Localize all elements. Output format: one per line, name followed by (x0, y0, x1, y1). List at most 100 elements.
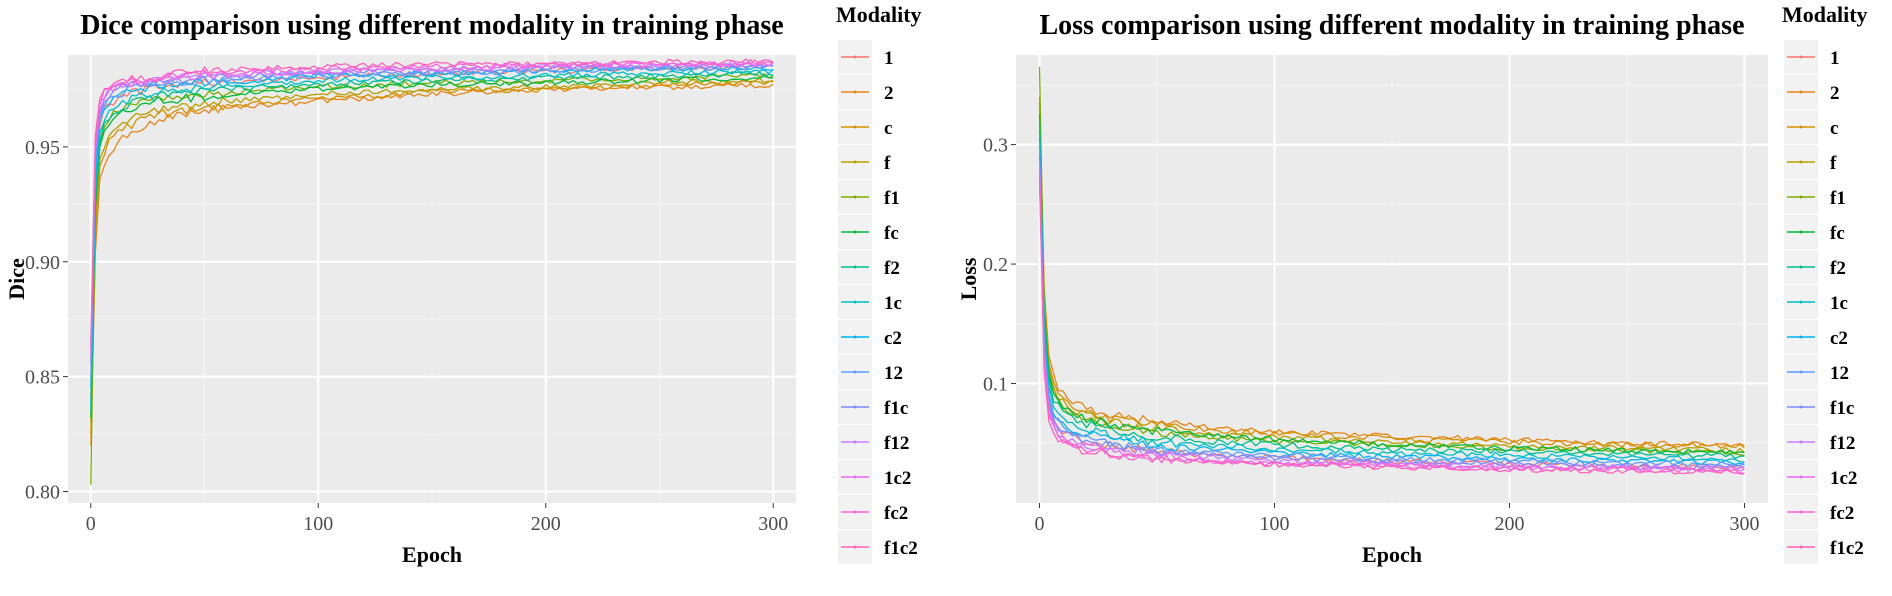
loss-legend-label-fc2: fc2 (1830, 503, 1854, 524)
loss-legend-label-2: 2 (1830, 83, 1840, 104)
dice-y-tick-label: 0.90 (25, 252, 60, 274)
loss-x-tick-label: 200 (1495, 513, 1525, 535)
loss-legend-key-dot (1799, 90, 1803, 94)
loss-legend-key-dot (1799, 440, 1803, 444)
loss-x-tick-label: 0 (1035, 513, 1045, 535)
dice-y-tick-label: 0.80 (25, 482, 60, 504)
dice-series-group (90, 58, 774, 485)
dice-legend-label-f1c2: f1c2 (884, 538, 918, 559)
loss-x-axis-title: Epoch (1362, 542, 1422, 567)
dice-series-line-fc (90, 75, 774, 419)
loss-series-line-fc2 (1038, 174, 1745, 475)
loss-legend-label-f: f (1830, 153, 1837, 174)
dice-x-axis-title: Epoch (402, 542, 462, 567)
loss-chart-title: Loss comparison using different modality… (1039, 10, 1744, 41)
loss-legend-label-c2: c2 (1830, 328, 1848, 349)
dice-series-line-2 (90, 82, 774, 446)
dice-legend-label-c2: c2 (884, 328, 902, 349)
dice-legend-key-dot (853, 300, 857, 304)
loss-series-line-f12 (1038, 162, 1745, 472)
dice-y-axis-title: Dice (4, 258, 29, 300)
dice-chart-title: Dice comparison using different modality… (80, 10, 783, 41)
loss-legend-label-1c2: 1c2 (1830, 468, 1857, 489)
loss-legend-key-dot (1799, 510, 1803, 514)
dice-legend-key-dot (853, 125, 857, 129)
loss-series-line-c (1038, 102, 1745, 449)
dice-x-tick-label: 100 (303, 513, 333, 535)
dice-legend-key-dot (853, 405, 857, 409)
dice-legend-key-dot (853, 440, 857, 444)
loss-legend-label-c: c (1830, 118, 1838, 139)
loss-legend-label-f12: f12 (1830, 433, 1855, 454)
loss-legend-key-dot (1799, 125, 1803, 129)
loss-legend-key-dot (1799, 475, 1803, 479)
dice-legend-label-f1c: f1c (884, 398, 908, 419)
loss-legend-key-dot (1799, 265, 1803, 269)
dice-legend-key-dot (853, 335, 857, 339)
dice-legend-title: Modality (836, 2, 922, 27)
loss-legend-title: Modality (1782, 2, 1868, 27)
dice-series-line-fc2 (90, 59, 774, 350)
dice-x-tick-label: 200 (531, 513, 561, 535)
loss-legend-label-12: 12 (1830, 363, 1849, 384)
dice-y-tick-label: 0.85 (25, 367, 60, 389)
dice-legend-key-dot (853, 195, 857, 199)
loss-y-tick-label: 0.2 (983, 254, 1008, 276)
dice-series-line-f1c2 (90, 58, 774, 343)
loss-legend-label-1c: 1c (1830, 293, 1848, 314)
dice-legend-label-1: 1 (884, 48, 894, 69)
loss-y-tick-label: 0.3 (983, 135, 1008, 157)
loss-series-line-1c (1038, 130, 1745, 463)
loss-legend-label-f1: f1 (1830, 188, 1846, 209)
dice-legend-label-f: f (884, 153, 891, 174)
loss-legend-key-dot (1799, 55, 1803, 59)
loss-x-tick-label: 300 (1730, 513, 1760, 535)
dice-x-tick-label: 0 (86, 513, 96, 535)
dice-legend-label-f1: f1 (884, 188, 900, 209)
loss-legend-label-1: 1 (1830, 48, 1840, 69)
loss-series-line-f1c (1038, 156, 1745, 470)
loss-legend-key-dot (1799, 370, 1803, 374)
dice-panel: 0 100 200 300 0.80 0.85 0.90 0.95 Dice compariso… (4, 2, 922, 567)
dice-series-line-1c (90, 68, 774, 405)
dice-legend-key-dot (853, 370, 857, 374)
loss-y-tick-label: 0.1 (983, 374, 1008, 396)
loss-legend-key-dot (1799, 160, 1803, 164)
dice-legend-label-fc: fc (884, 223, 899, 244)
dice-x-tick-label: 300 (758, 513, 788, 535)
loss-y-axis-title: Loss (956, 257, 981, 300)
dice-legend-label-2: 2 (884, 83, 894, 104)
loss-legend-key-dot (1799, 335, 1803, 339)
loss-legend-key-dot (1799, 195, 1803, 199)
loss-panel: 0 100 200 300 0.1 0.2 0.3 Loss comparison using… (956, 2, 1868, 567)
loss-legend-key-dot (1799, 300, 1803, 304)
loss-series-line-f1c2 (1038, 180, 1745, 475)
loss-x-tick-label: 100 (1260, 513, 1290, 535)
loss-legend-label-fc: fc (1830, 223, 1845, 244)
dice-legend-key-dot (853, 475, 857, 479)
loss-legend-label-f1c: f1c (1830, 398, 1854, 419)
dice-legend-label-12: 12 (884, 363, 903, 384)
loss-legend-key-dot (1799, 405, 1803, 409)
loss-legend-label-f1c2: f1c2 (1830, 538, 1864, 559)
dice-legend-label-fc2: fc2 (884, 503, 908, 524)
dice-legend-label-c: c (884, 118, 892, 139)
loss-legend-label-f2: f2 (1830, 258, 1846, 279)
dice-y-tick-label: 0.95 (25, 137, 60, 159)
dice-legend-key-dot (853, 265, 857, 269)
loss-series-line-f (1038, 108, 1745, 454)
dice-legend-label-1c: 1c (884, 293, 902, 314)
dice-legend-label-f2: f2 (884, 258, 900, 279)
dice-legend-key-dot (853, 90, 857, 94)
dice-legend-label-1c2: 1c2 (884, 468, 911, 489)
loss-legend-key-dot (1799, 545, 1803, 549)
loss-legend-key-dot (1799, 230, 1803, 234)
dice-legend-key-dot (853, 230, 857, 234)
dice-legend-key-dot (853, 545, 857, 549)
dice-legend-key-dot (853, 160, 857, 164)
dice-legend-label-f12: f12 (884, 433, 909, 454)
dice-series-line-f (90, 77, 774, 423)
